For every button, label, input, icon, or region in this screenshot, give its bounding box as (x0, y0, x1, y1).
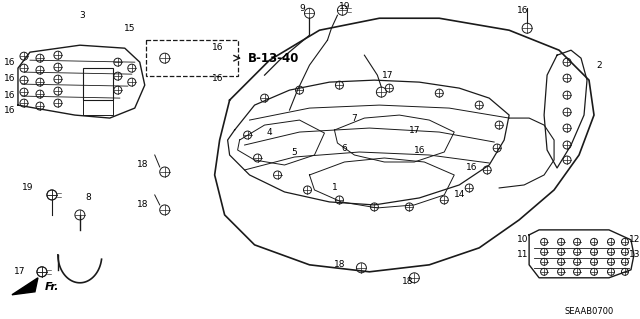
Text: 16: 16 (413, 145, 425, 154)
Text: 10: 10 (517, 235, 529, 244)
Text: 17: 17 (408, 126, 420, 135)
Text: 1: 1 (332, 183, 337, 192)
Text: Fr.: Fr. (45, 282, 60, 292)
Text: 16: 16 (465, 163, 477, 173)
Bar (83, 68, 113, 100)
Text: 18: 18 (137, 200, 148, 210)
Text: 16: 16 (4, 106, 16, 115)
Text: 15: 15 (124, 24, 136, 33)
Text: 4: 4 (267, 128, 273, 137)
Text: 13: 13 (629, 250, 640, 259)
Text: 16: 16 (212, 74, 223, 83)
Text: 9: 9 (300, 4, 305, 13)
Text: 18: 18 (401, 277, 413, 286)
Text: 16: 16 (517, 6, 529, 15)
Text: 18: 18 (137, 160, 148, 169)
Text: 6: 6 (342, 144, 348, 152)
Text: 11: 11 (517, 250, 529, 259)
Text: 17: 17 (14, 267, 26, 276)
Text: 3: 3 (79, 11, 84, 20)
Text: 12: 12 (629, 235, 640, 244)
Text: 16: 16 (212, 43, 223, 52)
Text: 16: 16 (4, 74, 16, 83)
Text: 14: 14 (454, 190, 465, 199)
Text: 5: 5 (292, 147, 298, 157)
Text: 16: 16 (4, 58, 16, 67)
Text: 8: 8 (85, 193, 91, 203)
Text: B-13-40: B-13-40 (248, 52, 299, 65)
Text: 17: 17 (381, 70, 393, 80)
Text: SEAAB0700: SEAAB0700 (564, 307, 614, 316)
Text: 16: 16 (4, 91, 16, 100)
Text: 19: 19 (339, 2, 350, 11)
Text: 7: 7 (351, 114, 357, 122)
Text: 19: 19 (22, 183, 34, 192)
Polygon shape (12, 278, 38, 295)
Text: 18: 18 (333, 260, 345, 269)
Text: 2: 2 (596, 61, 602, 70)
